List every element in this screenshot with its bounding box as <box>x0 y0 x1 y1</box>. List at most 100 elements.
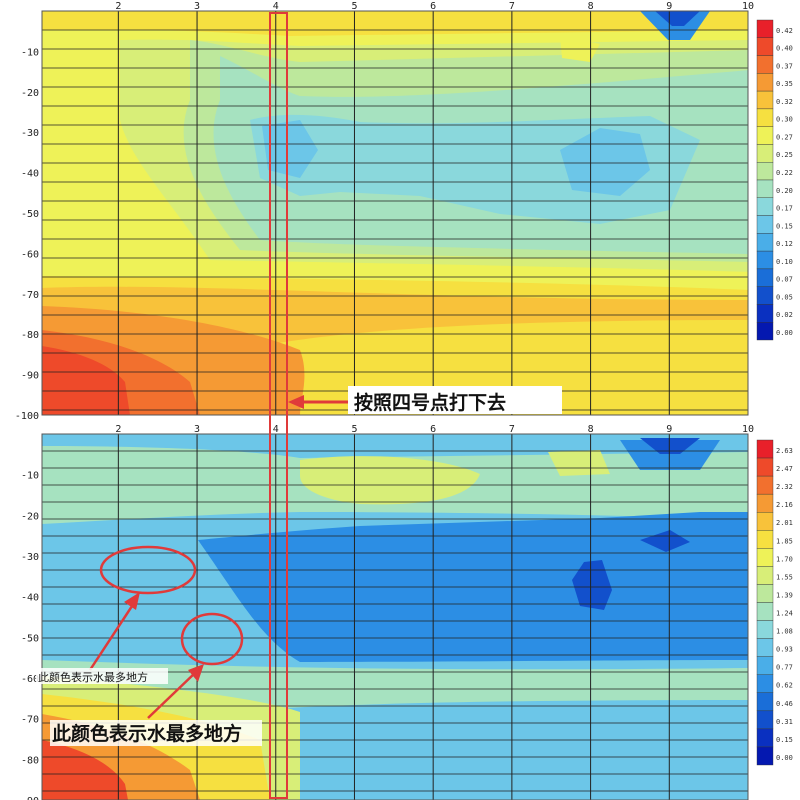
bot-colorbar-label-9: 1.24 <box>776 610 793 618</box>
bottom-y-tick-labels: -10 -20 -30 -40 -50 -60 -70 -80 -90 <box>21 471 39 800</box>
bot-x-tick-0: 2 <box>115 424 121 435</box>
water-label-big: 此颜色表示水最多地方 <box>52 722 242 745</box>
water-arrow-small <box>88 599 138 671</box>
bot-colorbar-swatch-6 <box>756 548 774 567</box>
top-colorbar-swatch-6 <box>756 126 774 145</box>
bottom-colorbar: 2.63 2.47 2.32 2.16 2.01 1.85 1.70 1.55 1.39 1.24… <box>756 439 793 766</box>
top-x-tick-0: 2 <box>115 1 121 12</box>
top-colorbar-label-8: 0.22 <box>776 169 793 177</box>
bot-x-tick-8: 10 <box>742 424 754 435</box>
top-colorbar-label-6: 0.27 <box>776 133 793 141</box>
bot-y-tick-7: -80 <box>21 755 39 766</box>
water-arrow-big <box>147 671 197 719</box>
bot-colorbar-swatch-3 <box>756 493 774 513</box>
top-colorbar-swatch-12 <box>756 233 774 252</box>
water-label-small-background <box>36 668 168 684</box>
bottom-band-deep-blue-spot-2 <box>640 530 690 552</box>
top-colorbar-swatch-7 <box>756 144 774 163</box>
bottom-band-blue-top-right <box>620 440 720 470</box>
top-x-tick-3: 5 <box>351 1 357 12</box>
water-label-big-background <box>50 720 262 746</box>
bot-colorbar-swatch-11 <box>756 638 774 657</box>
top-band-lower-red-orange <box>42 346 130 415</box>
top-colorbar-swatch-0 <box>756 19 774 38</box>
top-grid <box>42 11 748 415</box>
top-colorbar-label-7: 0.25 <box>776 151 793 159</box>
bottom-grid <box>42 434 748 800</box>
bot-colorbar-label-5: 1.85 <box>776 537 793 545</box>
bot-colorbar-swatch-13 <box>756 674 774 693</box>
top-colorbar-swatch-11 <box>756 215 774 234</box>
top-colorbar-label-0: 0.42 <box>776 27 793 35</box>
bot-colorbar-label-3: 2.16 <box>776 501 793 509</box>
top-plot-frame <box>41 10 749 416</box>
bot-colorbar-swatch-17 <box>756 746 774 766</box>
top-colorbar-swatch-16 <box>756 304 774 323</box>
main-label-arrowhead <box>288 395 304 409</box>
bot-colorbar-swatch-16 <box>756 728 774 748</box>
top-colorbar-swatch-14 <box>756 268 774 287</box>
bot-colorbar-swatch-8 <box>756 584 774 603</box>
top-x-tick-4: 6 <box>430 1 436 12</box>
top-y-tick-6: -70 <box>21 290 39 301</box>
bottom-plot-frame <box>41 433 749 800</box>
top-x-tick-6: 8 <box>588 1 594 12</box>
top-colorbar-label-4: 0.32 <box>776 98 793 106</box>
bot-y-tick-5: -60 <box>21 674 39 685</box>
bot-x-tick-6: 8 <box>588 424 594 435</box>
bot-colorbar-label-12: 0.77 <box>776 664 793 672</box>
top-colorbar-label-3: 0.35 <box>776 80 793 88</box>
top-x-tick-5: 7 <box>509 1 515 12</box>
water-highlight-ellipse-2 <box>180 612 244 666</box>
top-colorbar-swatch-5 <box>756 108 774 127</box>
top-x-tick-7: 9 <box>666 1 672 12</box>
top-colorbar-swatch-2 <box>756 55 774 74</box>
top-colorbar-label-9: 0.20 <box>776 187 793 195</box>
bot-colorbar-label-4: 2.01 <box>776 519 793 527</box>
top-colorbar-label-15: 0.05 <box>776 293 793 301</box>
bot-colorbar-label-17: 0.00 <box>776 754 793 762</box>
bot-colorbar-swatch-4 <box>756 512 774 531</box>
main-label-background <box>348 386 562 414</box>
top-x-tick-2: 4 <box>273 1 279 12</box>
top-colorbar-swatch-9 <box>756 179 774 198</box>
top-band-deep-blue-notch <box>655 11 700 26</box>
water-label-small: 此颜色表示水最多地方 <box>38 670 148 684</box>
bot-colorbar-swatch-14 <box>756 692 774 712</box>
top-y-tick-labels: -10 -20 -30 -40 -50 -60 -70 -80 -90 -100 <box>15 47 39 422</box>
bottom-x-tick-labels: 2 3 4 5 6 7 8 9 10 <box>115 424 754 435</box>
bot-colorbar-label-14: 0.46 <box>776 700 793 708</box>
main-label: 按照四号点打下去 <box>354 391 506 414</box>
bot-x-tick-5: 7 <box>509 424 515 435</box>
top-y-tick-3: -40 <box>21 169 39 180</box>
top-y-tick-7: -80 <box>21 330 39 341</box>
bot-y-tick-8: -90 <box>21 796 39 800</box>
bot-colorbar-label-15: 0.31 <box>776 718 793 726</box>
point-4-column-highlight <box>269 12 288 799</box>
top-y-tick-8: -90 <box>21 371 39 382</box>
top-contour-fills <box>42 11 748 415</box>
bot-colorbar-label-7: 1.55 <box>776 573 793 581</box>
top-colorbar-swatch-17 <box>756 322 774 341</box>
bot-colorbar-label-10: 1.08 <box>776 628 793 636</box>
top-y-tick-0: -10 <box>21 47 39 58</box>
top-colorbar-swatch-4 <box>756 90 774 110</box>
water-arrow-big-head <box>188 664 204 682</box>
water-arrow-small-head <box>124 592 140 610</box>
bot-y-tick-1: -20 <box>21 511 39 522</box>
bottom-band-light-green-top-2 <box>548 450 610 476</box>
top-colorbar-label-11: 0.15 <box>776 222 793 230</box>
top-x-tick-8: 10 <box>742 1 754 12</box>
top-colorbar-label-13: 0.10 <box>776 258 793 266</box>
bot-y-tick-2: -30 <box>21 552 39 563</box>
bot-colorbar-label-2: 2.32 <box>776 483 793 491</box>
water-highlight-ellipse-1 <box>99 545 197 595</box>
bot-x-tick-7: 9 <box>666 424 672 435</box>
top-colorbar: 0.42 0.40 0.37 0.35 0.32 0.30 0.27 0.25 0.22 0.20… <box>756 19 793 341</box>
top-colorbar-label-14: 0.07 <box>776 276 793 284</box>
top-colorbar-swatch-3 <box>756 73 774 92</box>
bottom-band-red-orange-lower <box>42 740 128 800</box>
bot-colorbar-label-8: 1.39 <box>776 591 793 599</box>
top-colorbar-swatch-13 <box>756 250 774 270</box>
